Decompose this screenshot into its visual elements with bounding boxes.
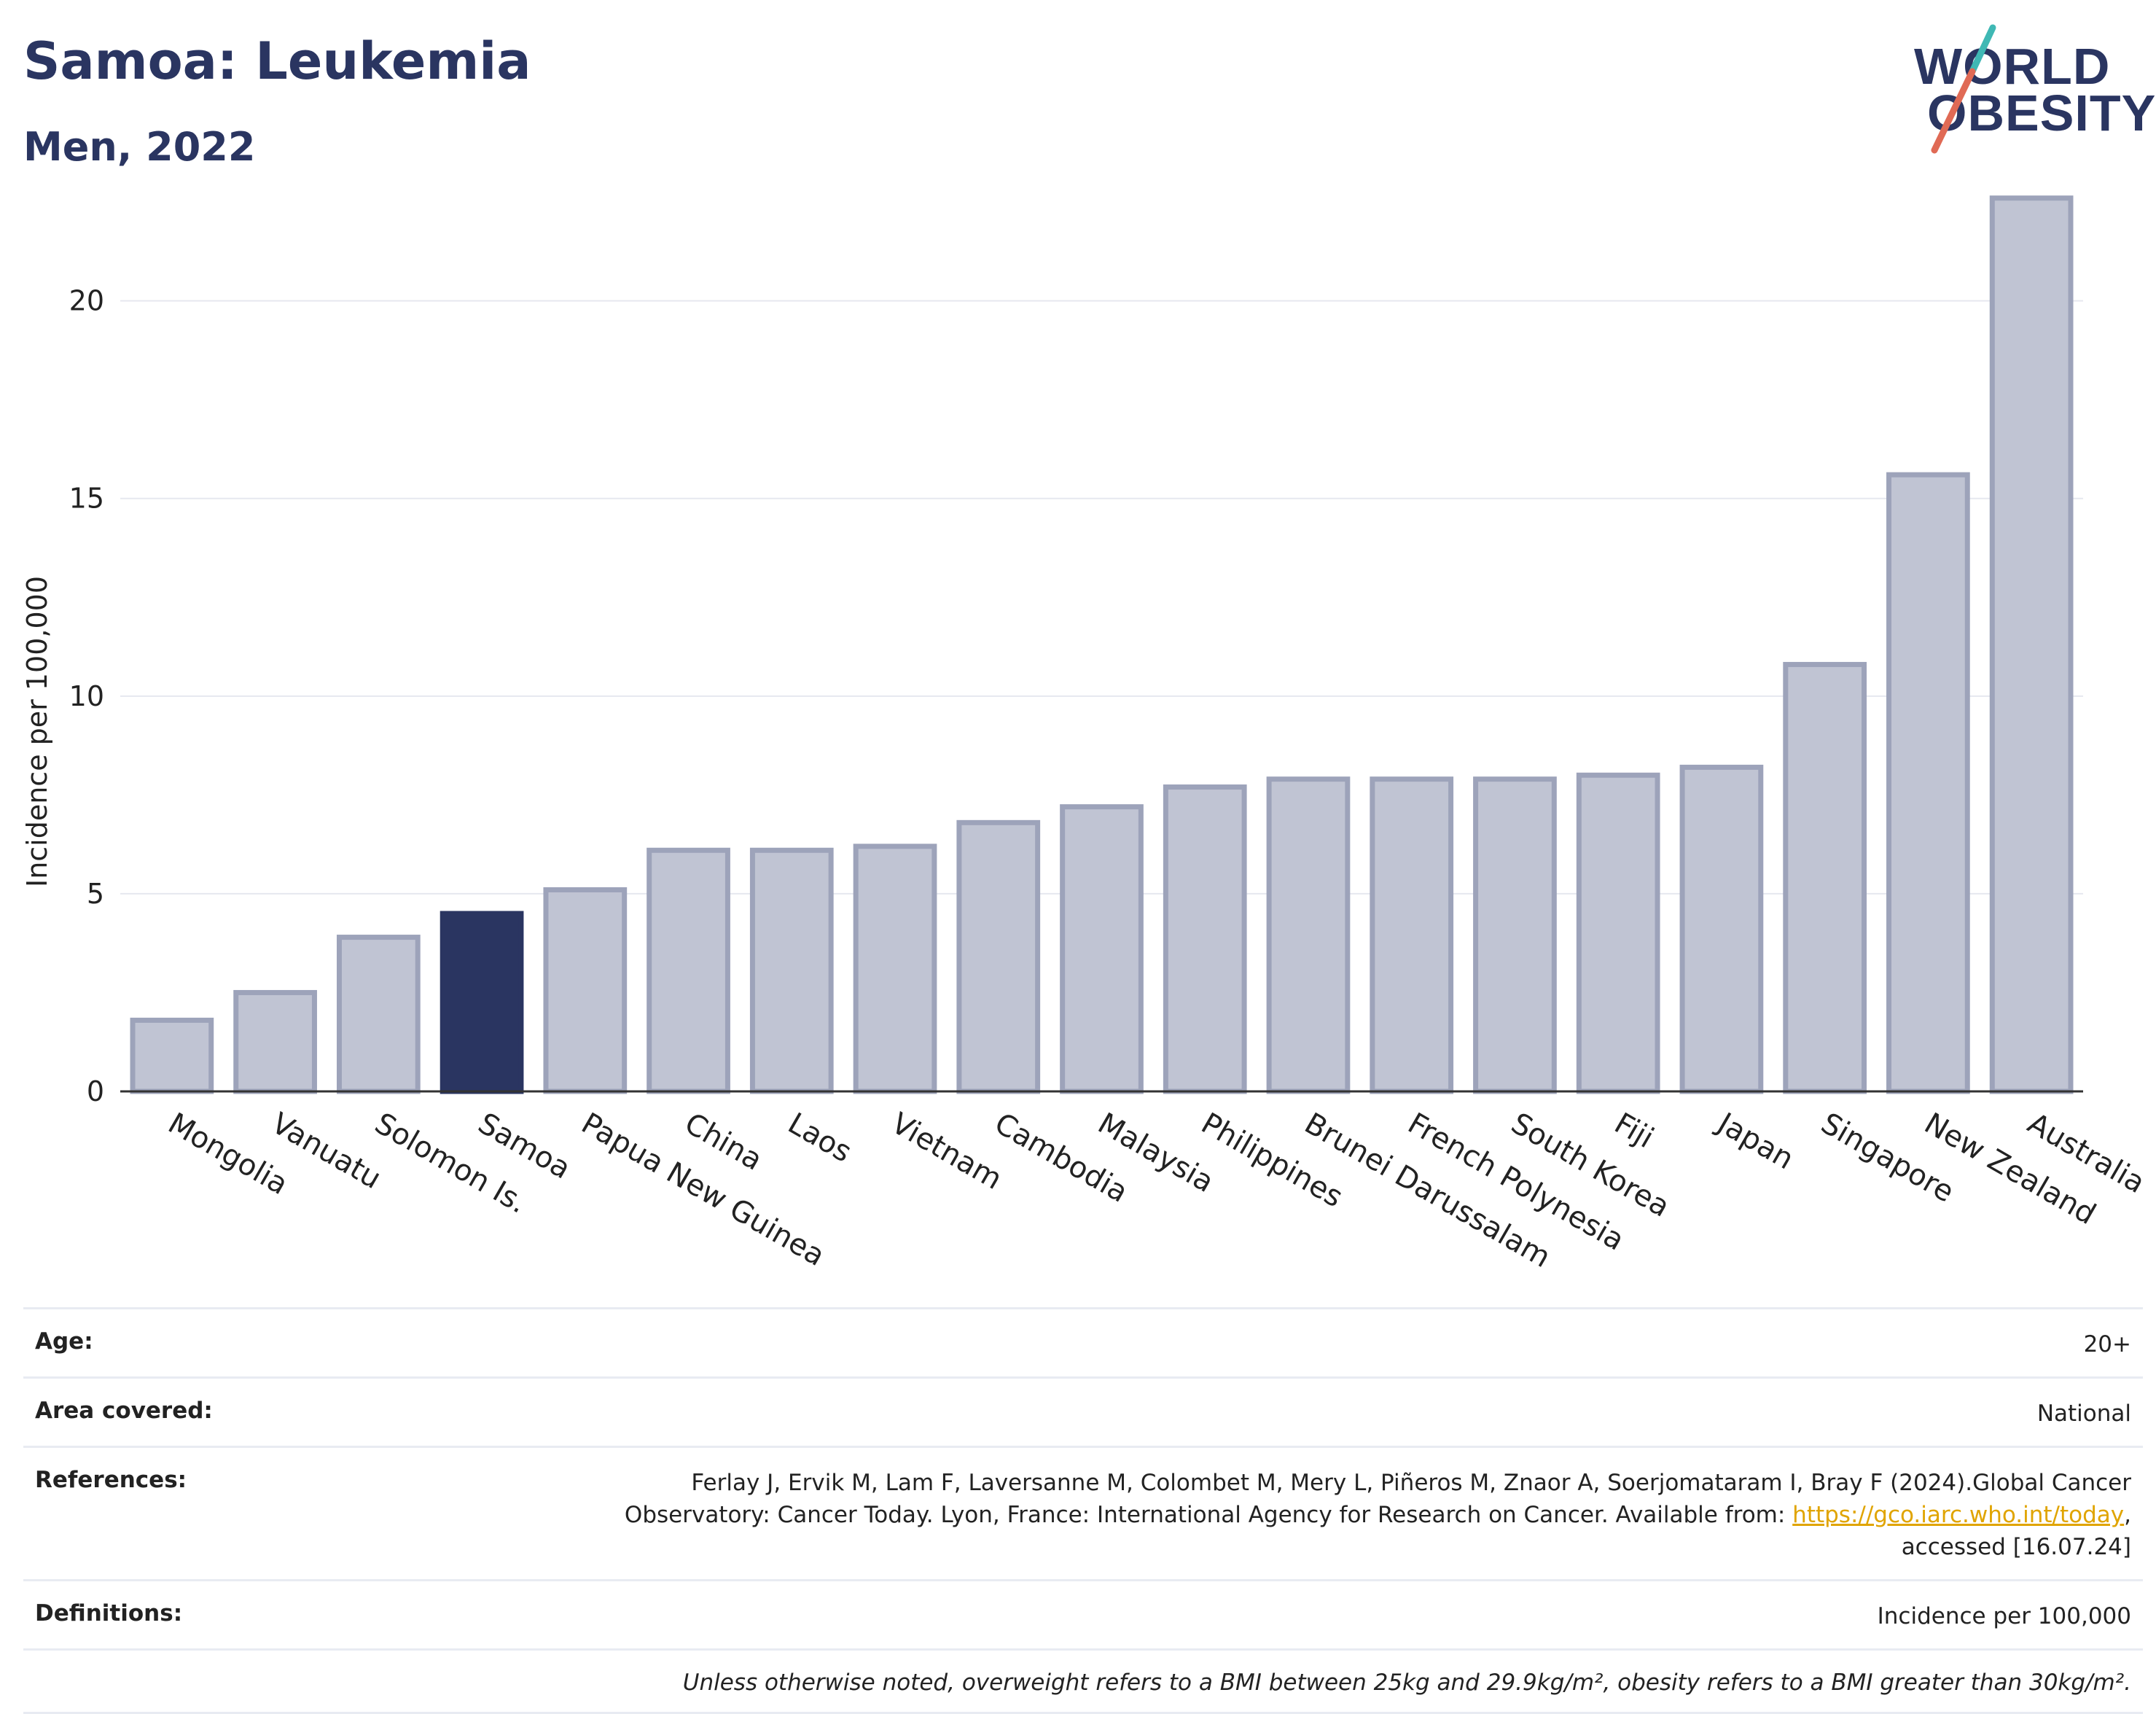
bar-australia [1989,195,2074,1094]
x-tick-label: Fiji [1609,1107,1659,1156]
y-tick-label: 5 [87,878,104,910]
bar-singapore [1783,661,1867,1094]
bar-mongolia [130,1017,214,1094]
meta-row-references: References: Ferlay J, Ervik M, Lam F, La… [23,1446,2143,1579]
y-tick-label: 15 [69,483,104,515]
bar-cambodia [956,819,1041,1094]
bar-solomon-is [336,935,421,1094]
y-tick-labels: 0 5 10 15 20 [69,285,104,1107]
x-tick-label: Laos [782,1107,857,1169]
bar-malaysia [1060,804,1144,1094]
page-title: Samoa: Leukemia [23,31,531,91]
page-subtitle: Men, 2022 [23,124,256,170]
meta-label: Area covered: [35,1398,213,1425]
y-tick-label: 20 [69,285,104,317]
logo-slash-icon [1931,24,1996,154]
reference-accessed: , accessed [16.07.24] [1901,1502,2131,1561]
bar-laos [749,847,834,1094]
meta-label: Age: [35,1328,93,1355]
meta-label: References: [35,1467,187,1494]
y-tick-label: 0 [87,1075,104,1107]
meta-value: National [2036,1401,2131,1427]
logo-line-2: OBESITY [1927,85,2156,141]
bars [130,195,2074,1094]
bar-japan [1679,764,1764,1094]
bar-samoa [440,911,524,1094]
meta-label: Definitions: [35,1600,183,1627]
y-tick-label: 10 [69,680,104,712]
metadata-table: Age: 20+ Area covered: National Referenc… [23,1307,2143,1714]
bar-china [647,847,730,1094]
y-axis-label: Incidence per 100,000 [21,576,53,887]
bar-south-korea [1473,776,1557,1094]
reference-text: Ferlay J, Ervik M, Lam F, Laversanne M, … [624,1470,2131,1529]
bar-vietnam [853,844,937,1094]
meta-row-definitions: Definitions: Incidence per 100,000 [23,1579,2143,1648]
bar-vanuatu [233,989,317,1094]
meta-row-area: Area covered: National [23,1376,2143,1446]
bar-papua-new-guinea [543,887,628,1094]
x-tick-label: Japan [1710,1105,1799,1176]
meta-value: Incidence per 100,000 [1877,1603,2131,1630]
x-tick-label: Vietnam [886,1107,1007,1196]
bar-philippines [1163,784,1247,1094]
bar-brunei-darussalam [1266,776,1351,1094]
world-obesity-logo: WORLD OBESITY [1908,20,2155,159]
bmi-note: Unless otherwise noted, overweight refer… [682,1670,2131,1697]
bar-french-polynesia [1370,776,1454,1094]
logo-line-1: WORLD [1914,38,2111,95]
bar-new-zealand [1886,472,1970,1094]
meta-value: 20+ [2083,1331,2131,1357]
meta-value: Ferlay J, Ervik M, Lam F, Laversanne M, … [601,1467,2131,1563]
meta-row-age: Age: 20+ [23,1307,2143,1376]
bar-fiji [1576,772,1660,1094]
x-tick-label: New Zealand [1918,1107,2101,1231]
reference-link[interactable]: https://gco.iarc.who.int/today [1792,1502,2125,1529]
